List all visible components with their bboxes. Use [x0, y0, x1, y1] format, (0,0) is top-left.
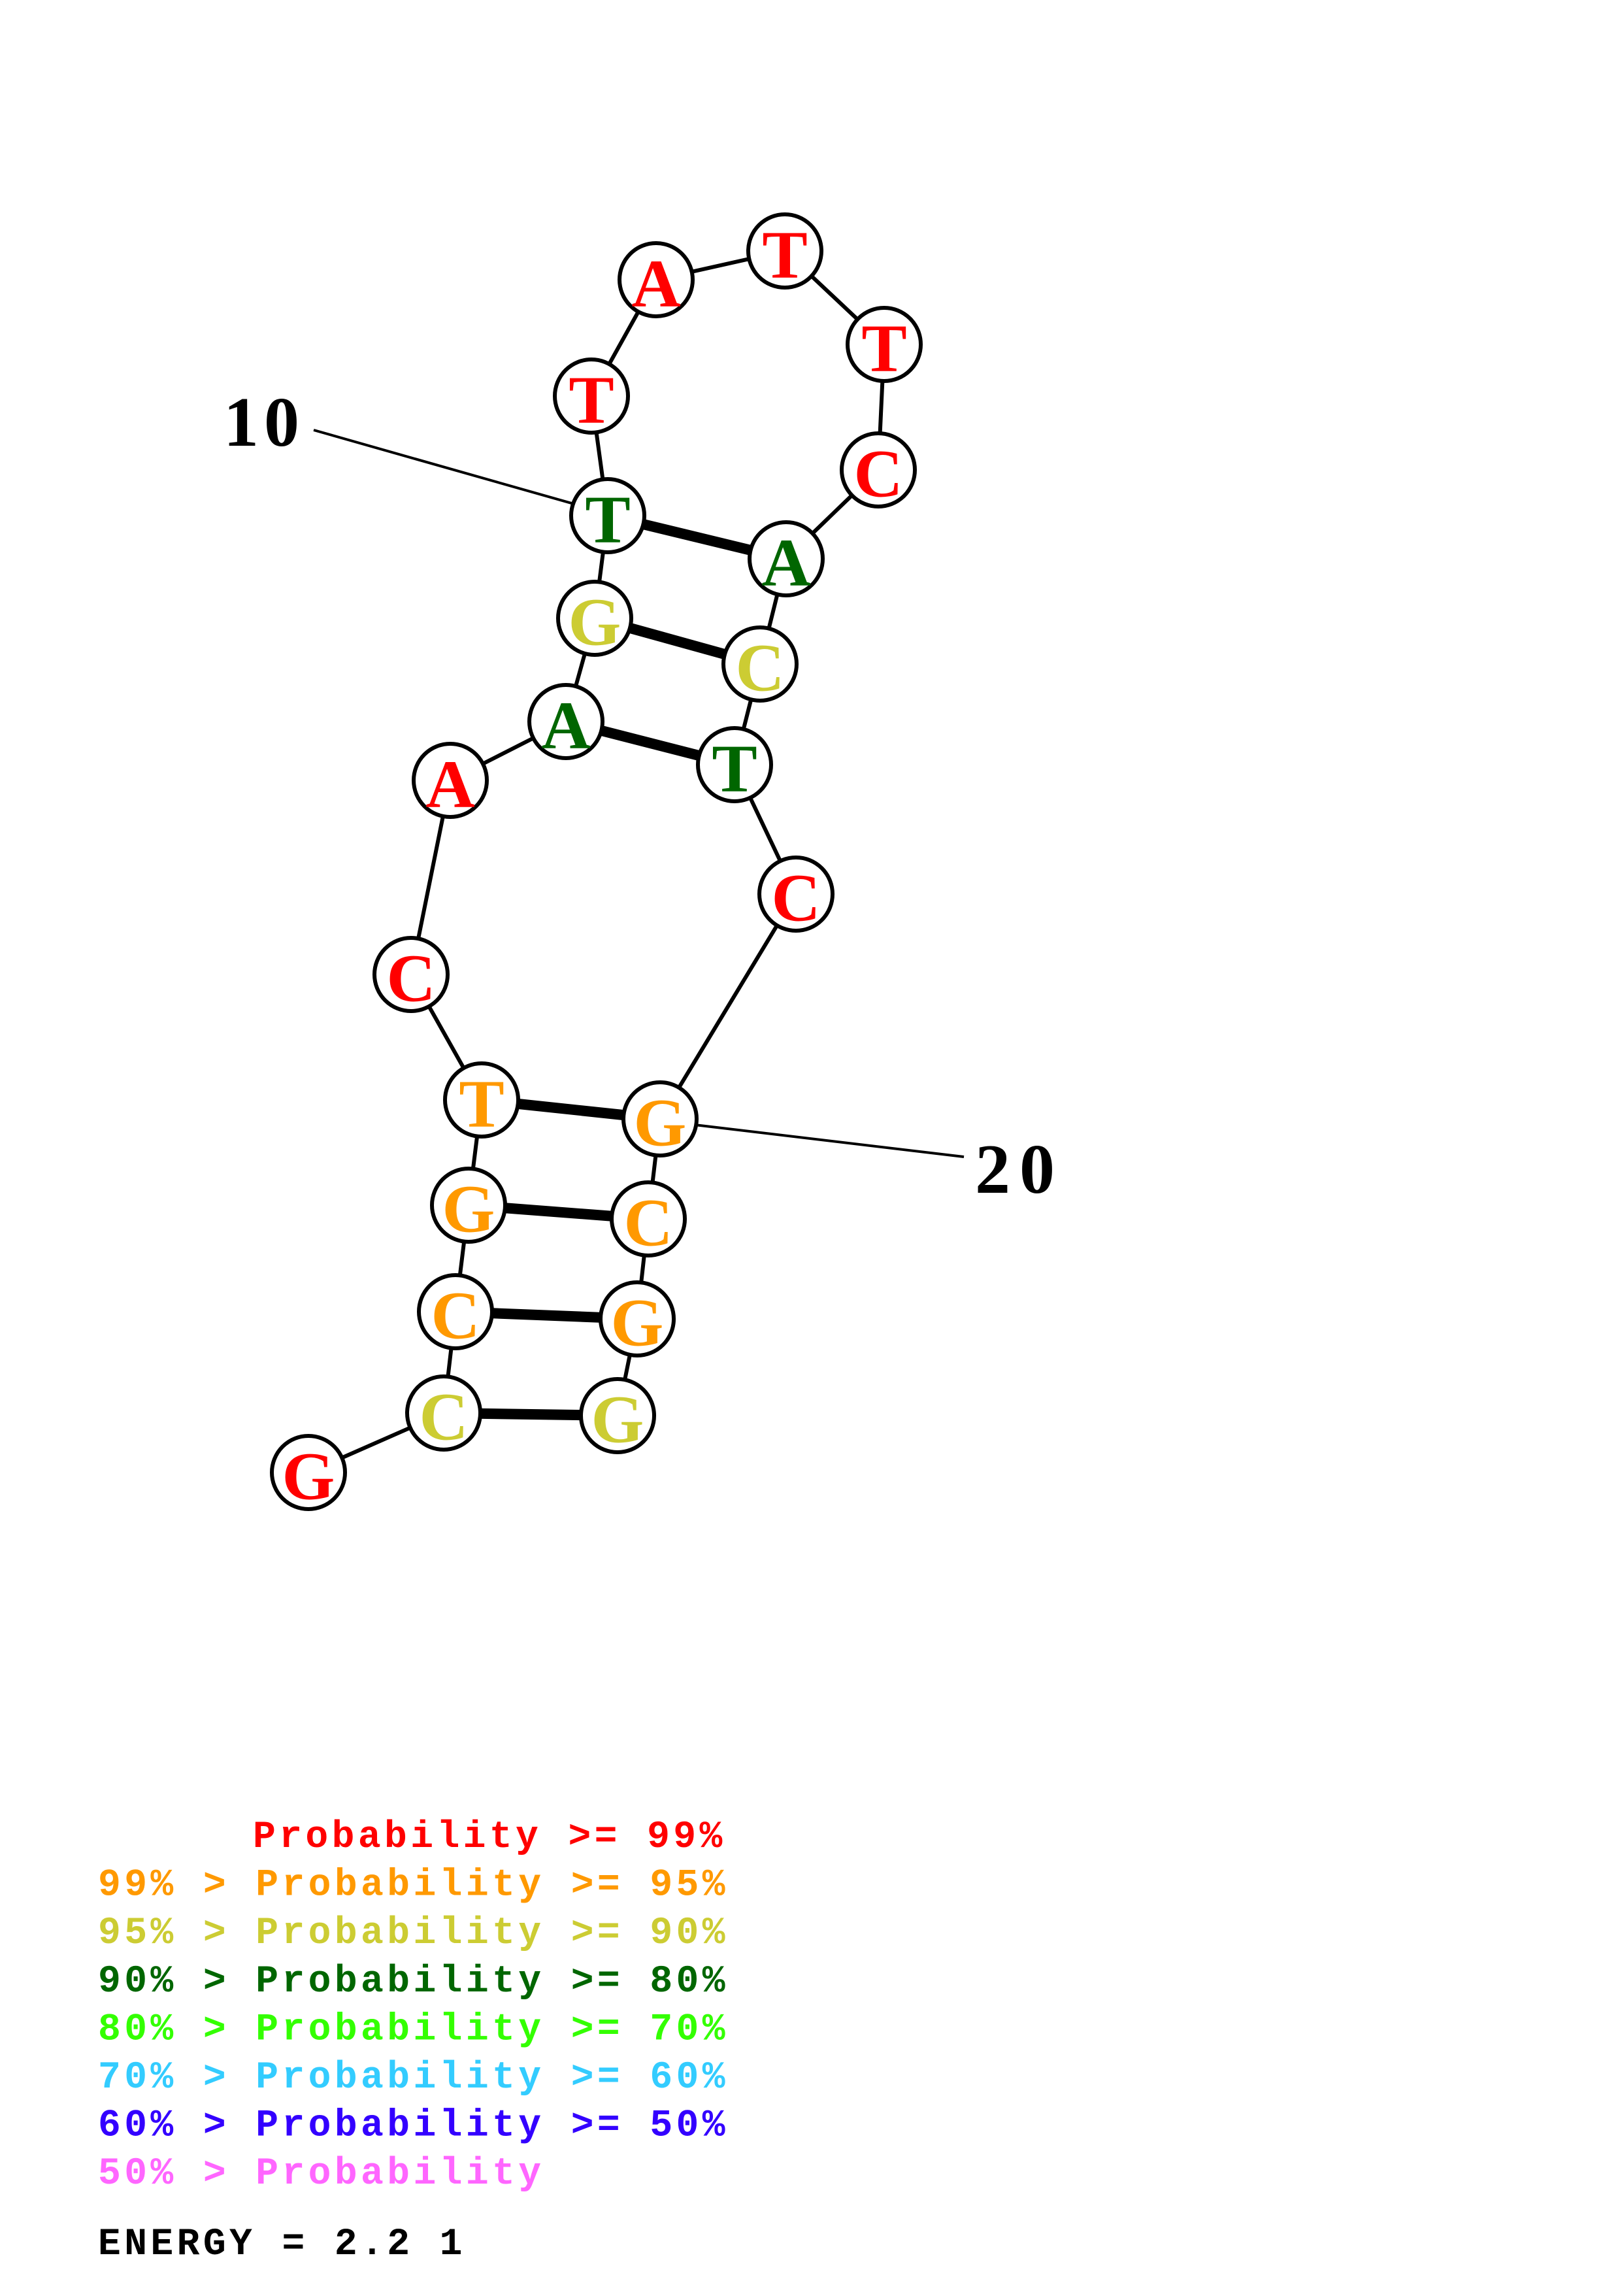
svg-text:T: T: [861, 311, 906, 386]
svg-text:C: C: [431, 1278, 480, 1354]
svg-text:T: T: [712, 731, 757, 807]
svg-text:C: C: [419, 1380, 468, 1455]
svg-text:60% > Probability >= 50%: 60% > Probability >= 50%: [98, 2105, 729, 2148]
svg-text:G: G: [282, 1439, 335, 1514]
svg-text:A: A: [425, 747, 474, 822]
svg-text:T: T: [569, 363, 614, 438]
svg-text:C: C: [623, 1186, 672, 1261]
svg-text:C: C: [853, 437, 902, 512]
svg-text:T: T: [585, 482, 630, 557]
svg-text:T: T: [762, 218, 807, 293]
svg-text:70% > Probability >= 60%: 70% > Probability >= 60%: [98, 2057, 729, 2099]
svg-text:90% > Probability >= 80%: 90% > Probability >= 80%: [98, 1961, 729, 2003]
svg-text:A: A: [761, 525, 810, 601]
svg-text:G: G: [634, 1086, 687, 1161]
svg-text:Probability >= 99%: Probability >= 99%: [253, 1816, 726, 1859]
svg-text:A: A: [541, 688, 590, 763]
svg-text:G: G: [611, 1286, 664, 1361]
svg-text:C: C: [386, 941, 435, 1016]
svg-text:T: T: [459, 1067, 504, 1142]
svg-text:ENERGY = 2.2 1: ENERGY = 2.2 1: [98, 2223, 466, 2266]
svg-text:G: G: [591, 1382, 644, 1457]
svg-text:A: A: [631, 246, 680, 322]
svg-text:G: G: [569, 585, 621, 660]
svg-text:20: 20: [975, 1131, 1064, 1208]
svg-text:80% > Probability >= 70%: 80% > Probability >= 70%: [98, 2008, 729, 2051]
svg-text:50% > Probability: 50% > Probability: [98, 2153, 545, 2195]
svg-text:C: C: [735, 631, 784, 706]
svg-text:99% > Probability >= 95%: 99% > Probability >= 95%: [98, 1865, 729, 1907]
svg-text:G: G: [442, 1172, 495, 1247]
svg-text:C: C: [771, 861, 820, 936]
svg-text:10: 10: [223, 384, 305, 461]
svg-text:95% > Probability >= 90%: 95% > Probability >= 90%: [98, 1912, 729, 1955]
